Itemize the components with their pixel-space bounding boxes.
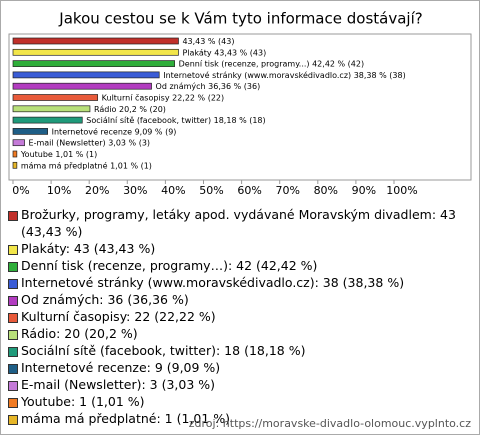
bar-category: Internetové recenze: [52, 126, 132, 136]
legend-item: máma má předplatné: 1 (1,01 %): [7, 410, 471, 427]
legend-item: Kulturní časopisy: 22 (22,22 %): [7, 308, 471, 325]
value-label: 42,42 % (42): [312, 59, 364, 68]
x-tick-label: 100%: [386, 184, 417, 197]
legend-label: Youtube: 1 (1,01 %): [21, 394, 145, 409]
bar: [12, 48, 179, 56]
legend-swatch: [8, 347, 18, 357]
legend-label: máma má předplatné: 1 (1,01 %): [21, 411, 231, 426]
bar: [12, 60, 175, 67]
bar-category: Youtube: [20, 150, 53, 159]
bar-category: Sociální sítě (facebook, twitter): [86, 116, 211, 125]
legend-swatch: [8, 211, 18, 221]
bar: [12, 105, 91, 113]
bar-label: Denní tisk (recenze, programy...) 42,42 …: [179, 59, 364, 68]
bar: [12, 139, 25, 147]
source: zdroj: https://moravske-divadlo-olomouc.…: [188, 417, 471, 430]
value-label: 22,22 % (22): [172, 93, 224, 102]
legend-swatch: [8, 313, 18, 323]
bar-category: Plakáty: [182, 48, 211, 57]
bar-label: Rádio 20,2 % (20): [94, 104, 166, 113]
x-tick-label: 40%: [161, 184, 185, 197]
legend-label: E-mail (Newsletter): 3 (3,03 %): [21, 377, 216, 392]
x-tick-label: 30%: [123, 184, 147, 197]
x-tick-label: 90%: [352, 184, 376, 197]
legend-swatch: [8, 262, 18, 272]
legend-item: Sociální sítě (facebook, twitter): 18 (1…: [7, 342, 471, 359]
x-tick-label: 0%: [12, 184, 29, 197]
legend-label: Kulturní časopisy: 22 (22,22 %): [21, 309, 216, 324]
value-label: 43,43 % (43): [214, 48, 266, 57]
legend-item: Brožurky, programy, letáky apod. vydávan…: [7, 206, 471, 240]
bar-label: Sociální sítě (facebook, twitter) 18,18 …: [86, 116, 265, 125]
x-tick-label: 70%: [275, 184, 299, 197]
value-label: 1,01 % (1): [55, 150, 97, 159]
bar-category: Denní tisk (recenze, programy...): [179, 59, 310, 68]
legend-item: Internetové stránky (www.moravskédivadlo…: [7, 274, 471, 291]
bar-label: Youtube 1,01 % (1): [20, 150, 97, 159]
legend-item: Denní tisk (recenze, programy…): 42 (42,…: [7, 257, 471, 274]
legend-label: Sociální sítě (facebook, twitter): 18 (1…: [21, 343, 306, 358]
legend-item: Internetové recenze: 9 (9,09 %): [7, 359, 471, 376]
legend-item: Od známých: 36 (36,36 %): [7, 291, 471, 308]
bar: [12, 116, 83, 124]
legend-item: E-mail (Newsletter): 3 (3,03 %): [7, 376, 471, 393]
chart: Jakou cestou se k Vám tyto informace dos…: [8, 10, 472, 197]
legend-swatch: [8, 415, 18, 425]
bar-label: Internetové stránky (www.moravskédivadlo…: [163, 69, 405, 79]
legend-swatch: [8, 279, 18, 289]
value-label: 9,09 % (9): [135, 127, 177, 136]
chart-title: Jakou cestou se k Vám tyto informace dos…: [58, 10, 422, 28]
value-label: 38,38 % (38): [354, 70, 406, 79]
bar: [12, 82, 152, 90]
legend-label: Rádio: 20 (20,2 %): [21, 326, 138, 341]
value-label: 1,01 % (1): [110, 161, 152, 170]
value-label: 36,36 % (36): [208, 82, 260, 91]
legend-swatch: [8, 245, 18, 255]
bar-category: Od známých: [156, 82, 206, 91]
value-label: 20,2 % (20): [119, 104, 166, 113]
bar: [12, 37, 179, 45]
legend-label: Brožurky, programy, letáky apod. vydávan…: [21, 207, 456, 239]
value-label: 3,03 % (3): [108, 138, 150, 147]
bar-label: E-mail (Newsletter) 3,03 % (3): [29, 138, 151, 147]
bar-label: Internetové recenze 9,09 % (9): [52, 126, 177, 136]
x-tick-label: 20%: [85, 184, 109, 197]
legend-swatch: [8, 381, 18, 391]
legend-item: Youtube: 1 (1,01 %): [7, 393, 471, 410]
bar-label: máma má předplatné 1,01 % (1): [21, 160, 152, 170]
x-tick-label: 60%: [237, 184, 261, 197]
legend-item: Rádio: 20 (20,2 %): [7, 325, 471, 342]
legend-swatch: [8, 364, 18, 374]
x-tick-label: 80%: [314, 184, 338, 197]
legend-label: Plakáty: 43 (43,43 %): [21, 241, 156, 256]
bar: [12, 161, 18, 169]
legend: Brožurky, programy, letáky apod. vydávan…: [7, 206, 471, 427]
legend-swatch: [8, 398, 18, 408]
bar-label: Plakáty 43,43 % (43): [182, 48, 266, 57]
legend-item: Plakáty: 43 (43,43 %): [7, 240, 471, 257]
value-label: 43,43 % (43): [182, 37, 234, 46]
legend-swatch: [8, 330, 18, 340]
x-tick-label: 50%: [199, 184, 223, 197]
legend-label: Internetové recenze: 9 (9,09 %): [21, 360, 221, 375]
bar-category: E-mail (Newsletter): [29, 138, 106, 147]
bar: [12, 71, 160, 79]
value-label: 18,18 % (18): [214, 116, 266, 125]
legend-label: Internetové stránky (www.moravskédivadlo…: [21, 275, 405, 290]
legend-label: Od známých: 36 (36,36 %): [21, 292, 189, 307]
bar-label: Kulturní časopisy 22,22 % (22): [102, 92, 224, 102]
bar-label: 43,43 % (43): [182, 37, 234, 46]
x-tick-label: 10%: [47, 184, 71, 197]
bar-category: Rádio: [94, 104, 117, 113]
bar-category: Kulturní časopisy: [102, 92, 170, 102]
legend-swatch: [8, 296, 18, 306]
bar-category: máma má předplatné: [21, 160, 108, 170]
bar-category: Internetové stránky (www.moravskédivadlo…: [163, 69, 351, 79]
bar: [12, 94, 99, 101]
bar: [12, 128, 48, 135]
bar-label: Od známých 36,36 % (36): [156, 82, 261, 91]
bar: [12, 150, 18, 158]
legend-label: Denní tisk (recenze, programy…): 42 (42,…: [21, 258, 318, 273]
